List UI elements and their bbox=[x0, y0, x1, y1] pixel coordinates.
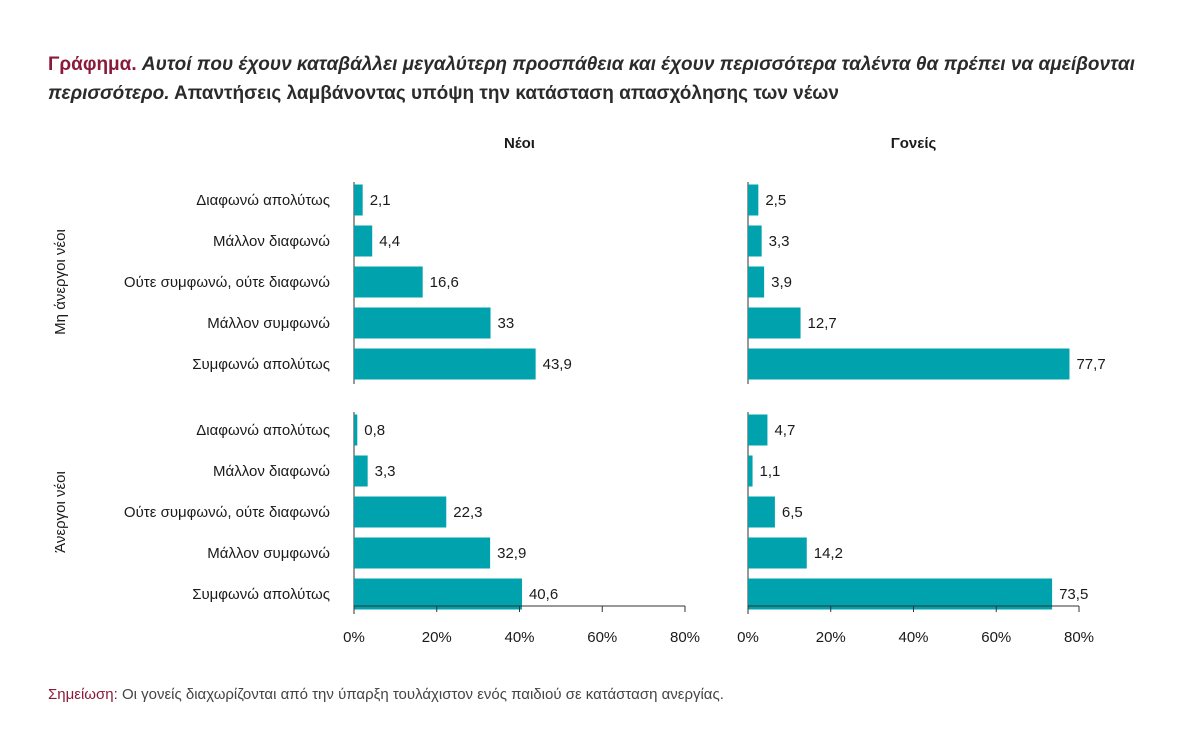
bar bbox=[748, 455, 753, 487]
category-label: Μάλλον συμφωνώ bbox=[207, 545, 330, 562]
category-label: Μάλλον συμφωνώ bbox=[207, 315, 330, 332]
data-label: 33 bbox=[498, 315, 515, 332]
bar bbox=[354, 348, 536, 380]
title-italic: Αυτοί που έχουν καταβάλλει μεγαλύτερη πρ… bbox=[48, 54, 1135, 104]
data-label: 4,4 bbox=[379, 233, 400, 250]
category-label: Συμφωνώ απολύτως bbox=[192, 586, 330, 603]
bar bbox=[354, 537, 491, 569]
category-label: Διαφωνώ απολύτως bbox=[196, 192, 330, 209]
group-label-2: Άνεργοι νέοι bbox=[52, 471, 69, 553]
data-label: 3,3 bbox=[375, 463, 396, 480]
bar bbox=[354, 266, 423, 298]
chart-title: Γράφημα. Αυτοί που έχουν καταβάλλει μεγα… bbox=[48, 50, 1158, 108]
title-rest: Απαντήσεις λαμβάνοντας υπόψη την κατάστα… bbox=[174, 83, 839, 104]
bar bbox=[354, 414, 358, 446]
category-label: Διαφωνώ απολύτως bbox=[196, 422, 330, 439]
x-tick-label: 20% bbox=[422, 629, 452, 646]
bar bbox=[748, 496, 775, 528]
bar bbox=[748, 225, 762, 257]
data-label: 43,9 bbox=[543, 356, 572, 373]
category-label: Ούτε συμφωνώ, ούτε διαφωνώ bbox=[124, 274, 330, 291]
category-label: Μάλλον διαφωνώ bbox=[213, 233, 330, 250]
data-label: 40,6 bbox=[529, 586, 558, 603]
x-tick-label: 40% bbox=[504, 629, 534, 646]
bar bbox=[748, 348, 1070, 380]
data-label: 1,1 bbox=[760, 463, 781, 480]
x-tick-label: 40% bbox=[898, 629, 928, 646]
data-label: 2,1 bbox=[370, 192, 391, 209]
bar bbox=[354, 225, 373, 257]
x-tick-label: 60% bbox=[587, 629, 617, 646]
data-label: 32,9 bbox=[497, 545, 526, 562]
bar bbox=[748, 414, 768, 446]
category-label: Ούτε συμφωνώ, ούτε διαφωνώ bbox=[124, 504, 330, 521]
data-label: 3,9 bbox=[771, 274, 792, 291]
bar bbox=[354, 184, 363, 216]
footnote-label: Σημείωση: bbox=[48, 686, 118, 703]
x-tick-label: 60% bbox=[981, 629, 1011, 646]
x-tick-label: 80% bbox=[1064, 629, 1094, 646]
bar bbox=[354, 496, 447, 528]
panel-title-1: Νέοι bbox=[504, 135, 535, 152]
bar bbox=[748, 184, 759, 216]
x-tick-label: 20% bbox=[816, 629, 846, 646]
bar bbox=[354, 455, 368, 487]
footnote-text: Οι γονείς διαχωρίζονται από την ύπαρξη τ… bbox=[121, 686, 724, 703]
data-label: 6,5 bbox=[782, 504, 803, 521]
title-prefix: Γράφημα. bbox=[48, 54, 137, 75]
data-label: 3,3 bbox=[769, 233, 790, 250]
data-label: 12,7 bbox=[808, 315, 837, 332]
data-label: 14,2 bbox=[814, 545, 843, 562]
category-label: Συμφωνώ απολύτως bbox=[192, 356, 330, 373]
data-label: 4,7 bbox=[774, 422, 795, 439]
data-label: 73,5 bbox=[1059, 586, 1088, 603]
footnote: Σημείωση: Οι γονείς διαχωρίζονται από τη… bbox=[48, 686, 724, 703]
data-label: 22,3 bbox=[453, 504, 482, 521]
panel-title-2: Γονείς bbox=[891, 135, 937, 152]
bar bbox=[748, 537, 807, 569]
bar bbox=[748, 578, 1053, 610]
x-tick-label: 0% bbox=[737, 629, 759, 646]
category-label: Μάλλον διαφωνώ bbox=[213, 463, 330, 480]
data-label: 16,6 bbox=[430, 274, 459, 291]
x-tick-label: 0% bbox=[343, 629, 365, 646]
data-label: 2,5 bbox=[765, 192, 786, 209]
x-tick-label: 80% bbox=[670, 629, 700, 646]
data-label: 0,8 bbox=[364, 422, 385, 439]
bar bbox=[748, 307, 801, 339]
data-label: 77,7 bbox=[1076, 356, 1105, 373]
bar bbox=[354, 307, 491, 339]
bar bbox=[748, 266, 765, 298]
bar bbox=[354, 578, 522, 610]
group-label-1: Μη άνεργοι νέοι bbox=[52, 229, 69, 335]
